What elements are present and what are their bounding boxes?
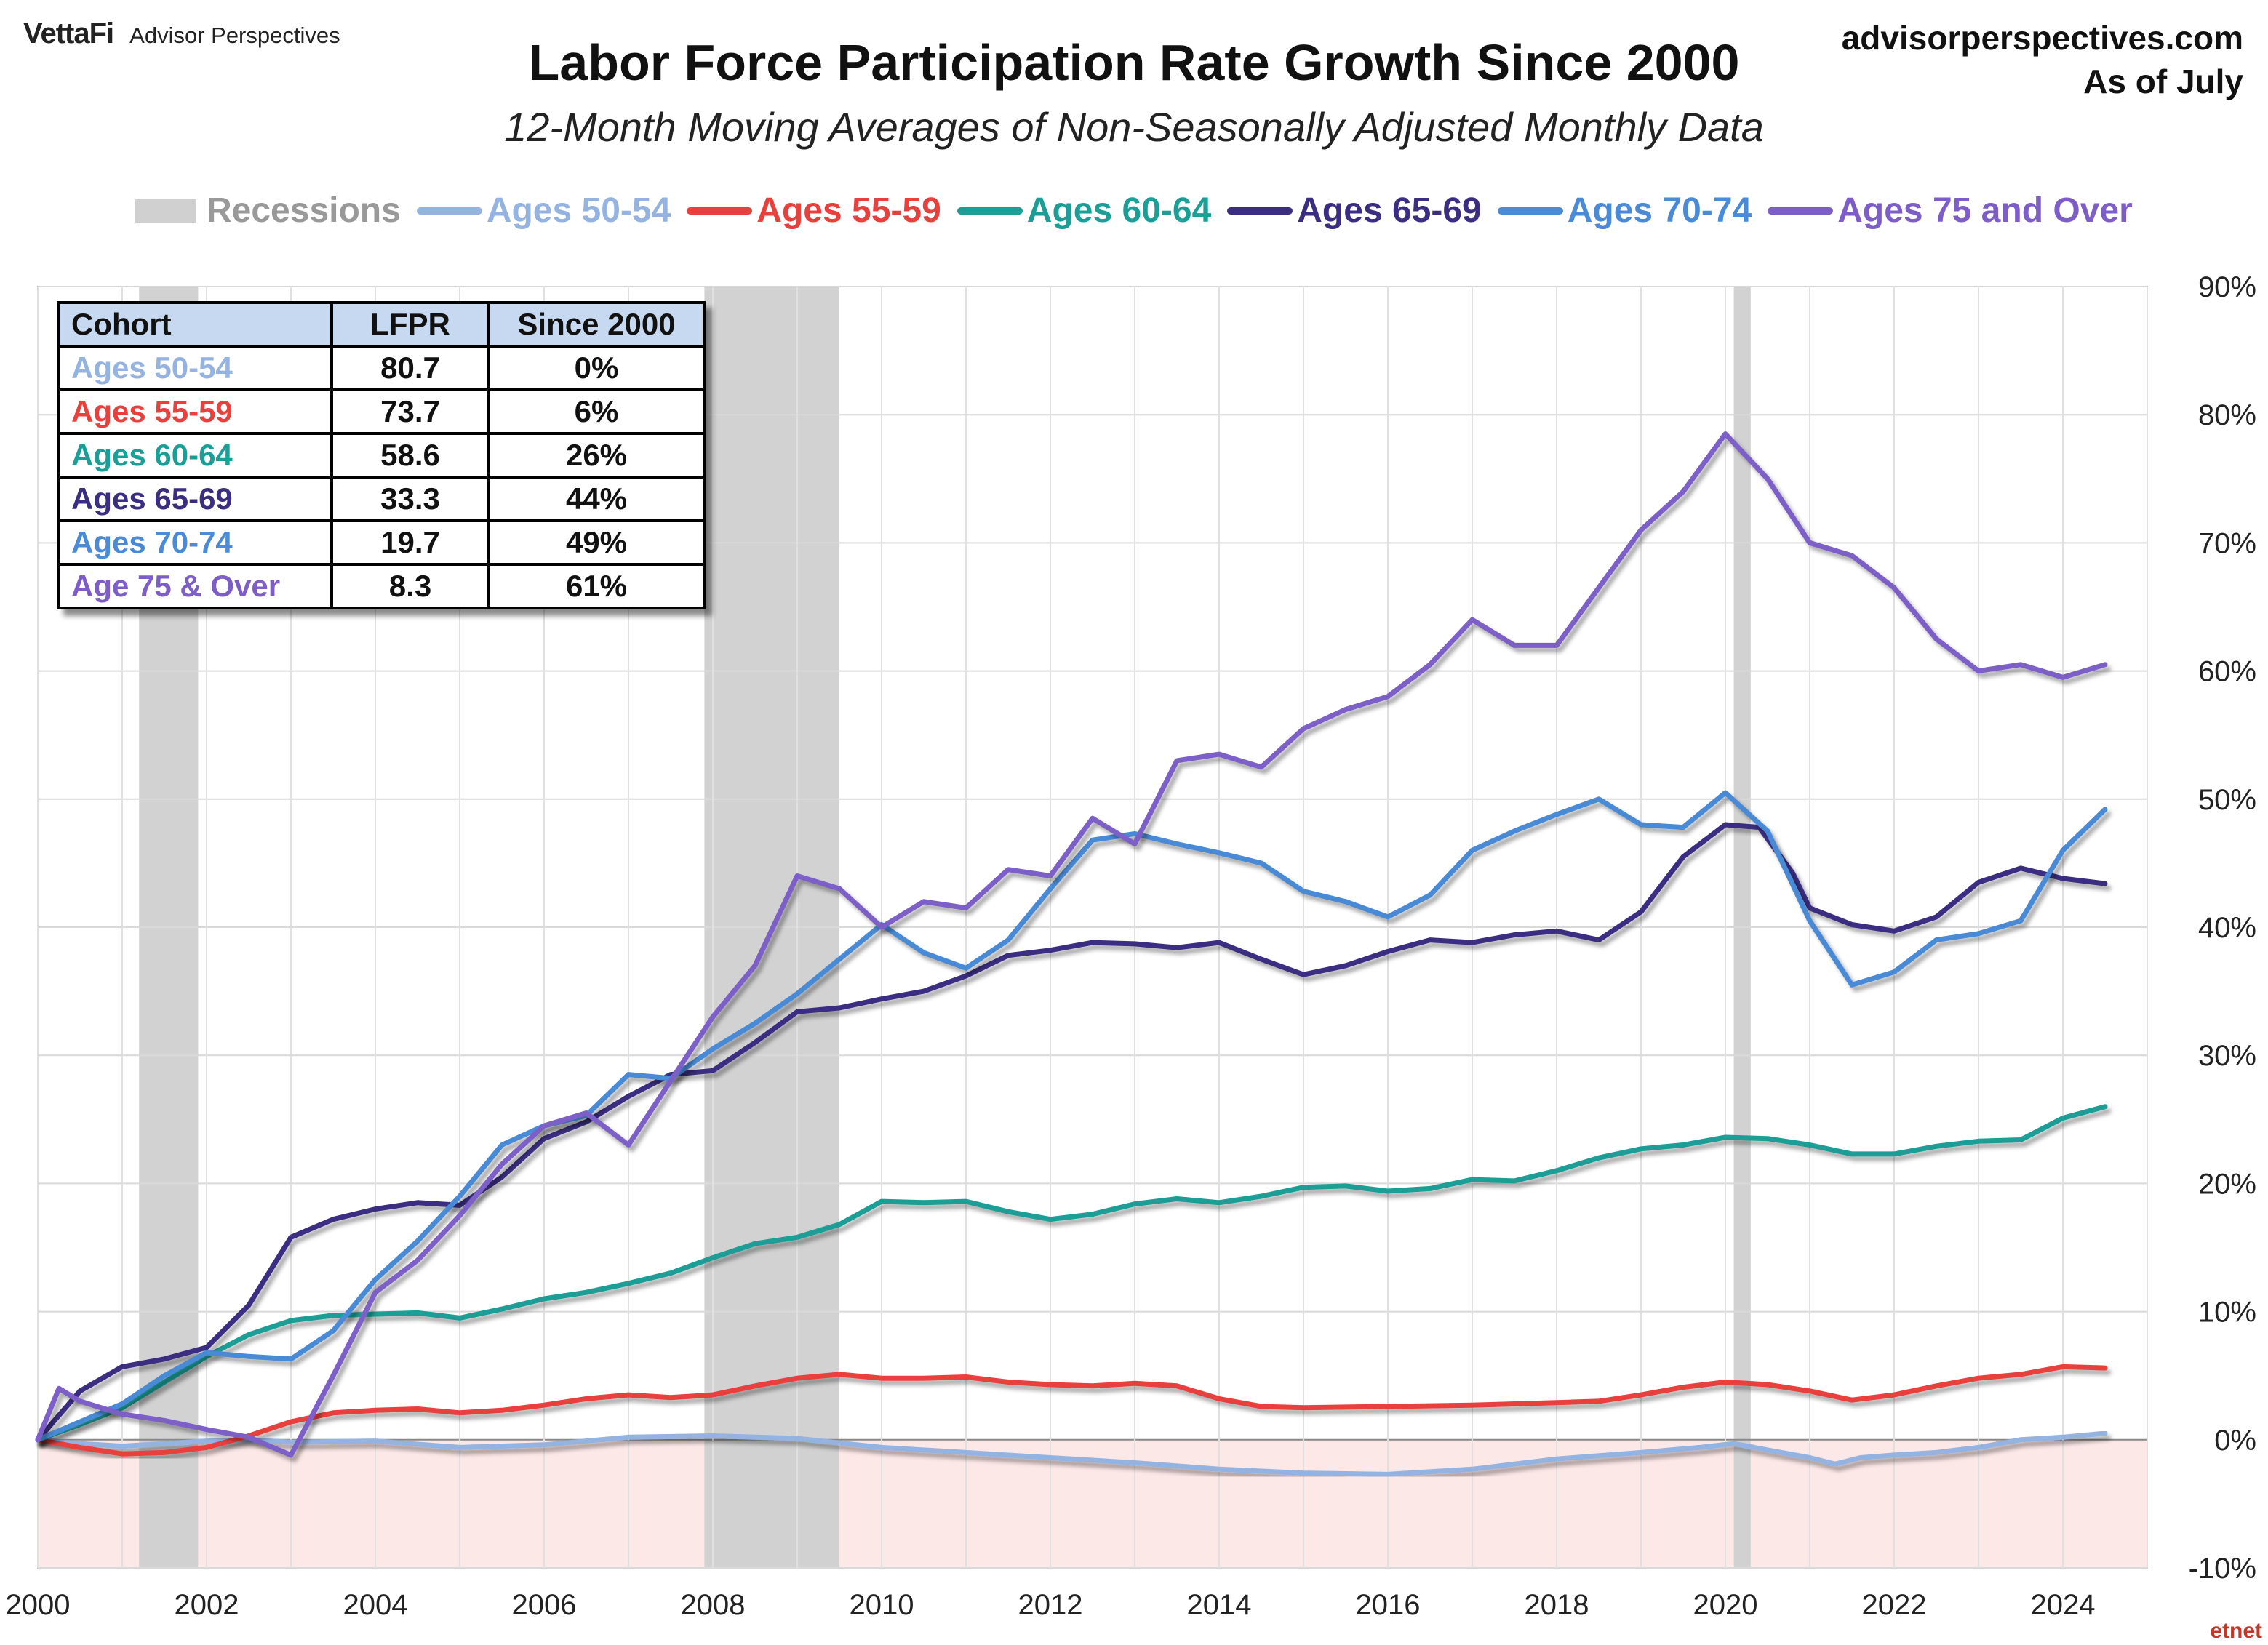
legend-swatch	[1768, 207, 1834, 215]
since-cell: 44%	[487, 476, 706, 522]
chart-title: Labor Force Participation Rate Growth Si…	[528, 34, 1740, 91]
since-cell: 26%	[487, 432, 706, 479]
lfpr-cell: 33.3	[330, 476, 490, 522]
y-tick-label: 40%	[2198, 912, 2256, 944]
legend-item: Ages 75 and Over	[1768, 191, 2133, 231]
brand-block: VettaFi Advisor Perspectives	[23, 17, 340, 50]
legend-label: Recessions	[207, 191, 401, 230]
y-tick-label: 50%	[2198, 784, 2256, 816]
table-row: Ages 55-59 73.7 6%	[57, 388, 706, 435]
legend-label: Ages 70-74	[1567, 191, 1752, 230]
table-row: Ages 50-54 80.7 0%	[57, 345, 706, 391]
chart-subtitle: 12-Month Moving Averages of Non-Seasonal…	[504, 104, 1764, 150]
legend-swatch	[1497, 207, 1563, 215]
lfpr-cell: 73.7	[330, 388, 490, 435]
legend-swatch	[416, 207, 482, 215]
legend-item: Ages 50-54	[416, 191, 671, 231]
legend-item-recessions: Recessions	[135, 191, 401, 231]
y-tick-label: -10%	[2189, 1553, 2256, 1585]
x-tick-label: 2006	[512, 1589, 577, 1621]
lfpr-cell: 19.7	[330, 519, 490, 566]
since-cell: 6%	[487, 388, 706, 435]
legend-label: Ages 75 and Over	[1837, 191, 2133, 230]
since-cell: 61%	[487, 563, 706, 609]
cohort-cell: Age 75 & Over	[57, 563, 333, 609]
x-tick-label: 2018	[1525, 1589, 1589, 1621]
etnet-watermark: etnet	[2210, 1619, 2262, 1643]
legend-label: Ages 60-64	[1026, 191, 1212, 230]
y-tick-label: 60%	[2198, 656, 2256, 688]
x-tick-label: 2004	[343, 1589, 408, 1621]
y-tick-label: 10%	[2198, 1297, 2256, 1329]
table-row: Ages 60-64 58.6 26%	[57, 432, 706, 479]
y-tick-label: 80%	[2198, 399, 2256, 431]
y-tick-label: 70%	[2198, 527, 2256, 559]
legend-swatch	[1227, 207, 1293, 215]
table-row: Ages 65-69 33.3 44%	[57, 476, 706, 522]
chart-legend: Recessions Ages 50-54 Ages 55-59 Ages 60-6…	[135, 191, 2149, 231]
legend-item: Ages 55-59	[687, 191, 941, 231]
since-cell: 0%	[487, 345, 706, 391]
column-header: Since 2000	[487, 301, 706, 348]
site-url: advisorperspectives.com	[1841, 19, 2243, 57]
series-line	[35, 1364, 2108, 1457]
cohort-cell: Ages 55-59	[57, 388, 333, 435]
brand-name: Advisor Perspectives	[129, 23, 340, 48]
cohort-cell: Ages 60-64	[57, 432, 333, 479]
x-tick-label: 2002	[175, 1589, 239, 1621]
column-header: Cohort	[57, 301, 333, 348]
y-tick-label: 0%	[2214, 1425, 2256, 1457]
legend-label: Ages 50-54	[486, 191, 671, 230]
recession-swatch	[135, 199, 196, 223]
lfpr-cell: 80.7	[330, 345, 490, 391]
x-tick-label: 2008	[681, 1589, 746, 1621]
summary-table: Cohort LFPR Since 2000 Ages 50-54 80.7 0…	[57, 301, 706, 609]
series-line	[35, 1430, 2108, 1477]
table-row: Ages 70-74 19.7 49%	[57, 519, 706, 566]
x-tick-label: 2012	[1018, 1589, 1083, 1621]
legend-swatch	[957, 207, 1023, 215]
lfpr-cell: 8.3	[330, 563, 490, 609]
y-tick-label: 30%	[2198, 1040, 2256, 1072]
as-of-date: As of July	[2083, 63, 2243, 100]
table-row: Age 75 & Over 8.3 61%	[57, 563, 706, 609]
x-tick-label: 2000	[6, 1589, 71, 1621]
x-tick-label: 2016	[1356, 1589, 1421, 1621]
since-cell: 49%	[487, 519, 706, 566]
table-header-row: Cohort LFPR Since 2000	[57, 301, 706, 348]
cohort-cell: Ages 50-54	[57, 345, 333, 391]
cohort-cell: Ages 65-69	[57, 476, 333, 522]
y-tick-label: 20%	[2198, 1168, 2256, 1200]
series-line	[35, 1104, 2108, 1443]
legend-label: Ages 55-59	[756, 191, 941, 230]
series-line	[35, 790, 2108, 1443]
column-header: LFPR	[330, 301, 490, 348]
legend-item: Ages 60-64	[957, 191, 1211, 231]
x-tick-label: 2020	[1693, 1589, 1758, 1621]
x-tick-label: 2024	[2031, 1589, 2096, 1621]
vettafi-logo: VettaFi	[23, 17, 114, 49]
x-tick-label: 2022	[1862, 1589, 1927, 1621]
legend-item: Ages 65-69	[1227, 191, 1482, 231]
x-tick-label: 2010	[850, 1589, 914, 1621]
x-tick-label: 2014	[1187, 1589, 1252, 1621]
legend-label: Ages 65-69	[1297, 191, 1482, 230]
y-tick-label: 90%	[2198, 271, 2256, 303]
legend-swatch	[687, 207, 753, 215]
lfpr-cell: 58.6	[330, 432, 490, 479]
cohort-cell: Ages 70-74	[57, 519, 333, 566]
series-line	[35, 431, 2108, 1458]
site-info: advisorperspectives.com As of July	[1842, 16, 2243, 103]
legend-item: Ages 70-74	[1497, 191, 1752, 231]
